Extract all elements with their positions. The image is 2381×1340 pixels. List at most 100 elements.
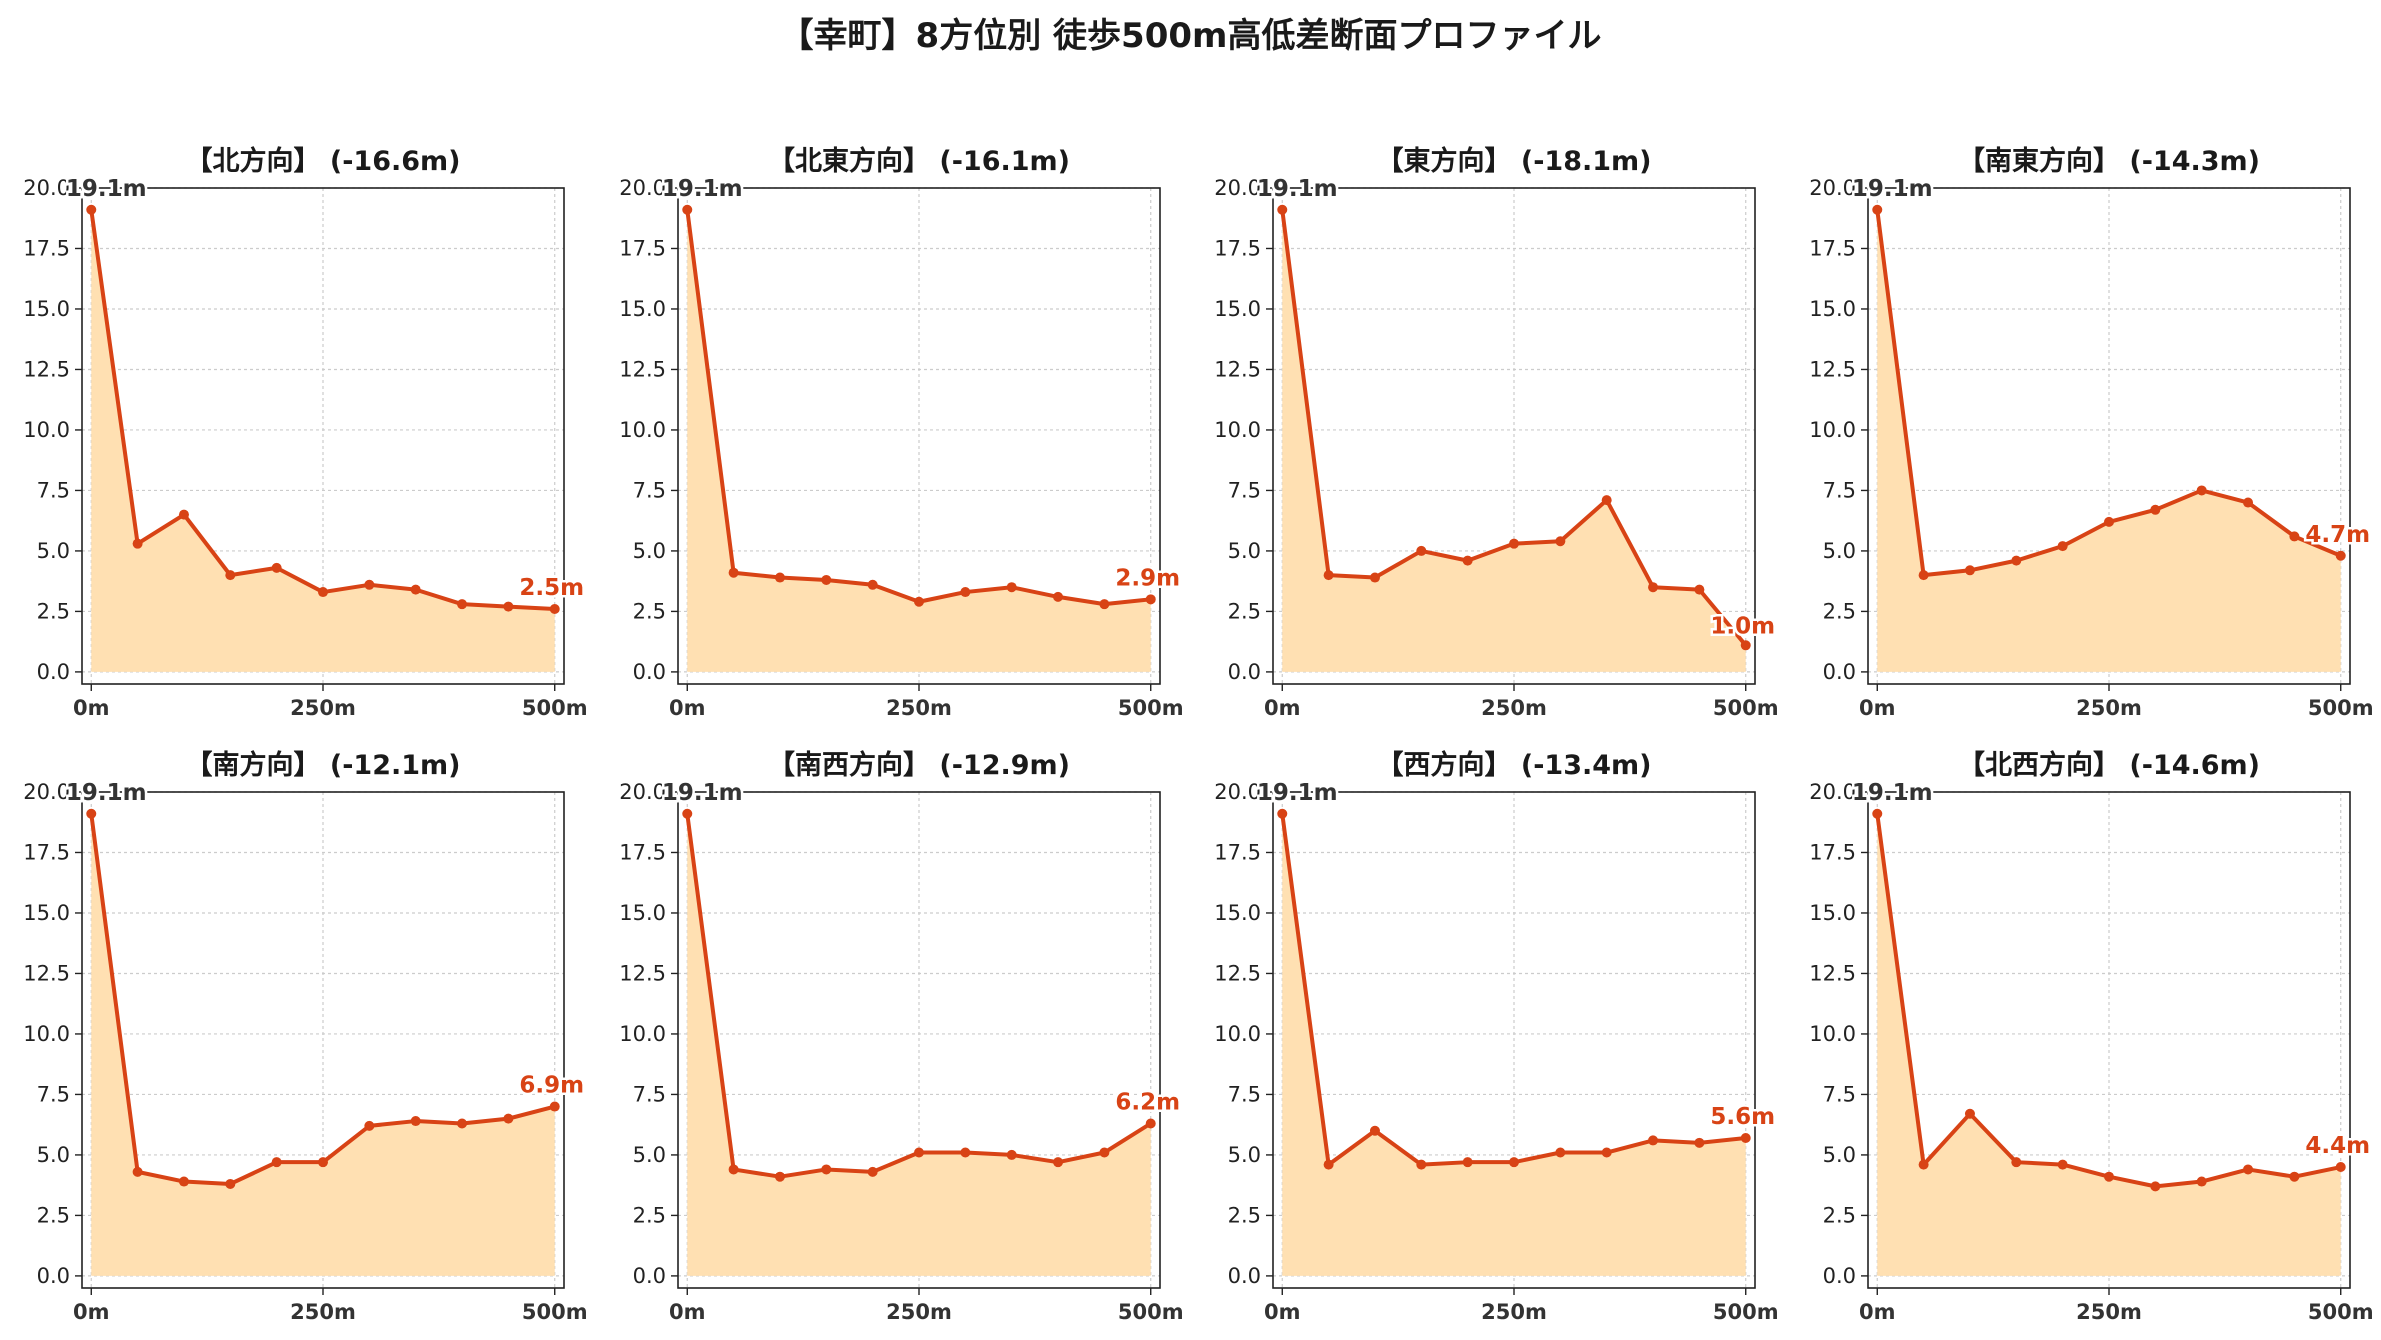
data-point: [2335, 1162, 2346, 1173]
y-tick-label: 7.5: [37, 478, 70, 502]
data-point: [728, 1164, 739, 1175]
subplot-title: 【南東方向】 (-14.3m): [1958, 145, 2260, 177]
subplot-title: 【東方向】 (-18.1m): [1376, 145, 1651, 177]
y-tick-label: 17.5: [23, 840, 70, 864]
y-tick-label: 10.0: [1809, 418, 1856, 442]
y-tick-label: 12.5: [1214, 357, 1261, 381]
data-point: [86, 204, 97, 215]
x-tick-label: 0m: [1264, 696, 1301, 720]
y-tick-label: 17.5: [1214, 236, 1261, 260]
data-point: [821, 574, 832, 585]
start-annotation: 19.1m: [1257, 780, 1338, 806]
data-point: [2011, 555, 2022, 566]
elevation-area: [687, 209, 1151, 672]
subplot-7: 【西方向】 (-13.4m) 0.0 2.5 5.0 7.5 10.0 12.5 15.0 17…: [1214, 749, 1778, 1324]
data-point: [1872, 808, 1883, 819]
end-annotation: 5.6m: [1710, 1104, 1775, 1130]
x-tick-label: 0m: [73, 696, 110, 720]
y-tick-label: 12.5: [1809, 357, 1856, 381]
data-point: [2196, 1176, 2207, 1187]
data-point: [1918, 1159, 1929, 1170]
y-tick-label: 15.0: [23, 297, 70, 321]
end-annotation: 1.0m: [1710, 613, 1775, 639]
start-annotation: 19.1m: [662, 176, 743, 202]
elevation-area: [91, 209, 555, 672]
data-point: [2289, 1171, 2300, 1182]
figure-title: 【幸町】8方位別 徒歩500m高低差断面プロファイル: [779, 16, 1602, 56]
data-point: [1964, 1108, 1975, 1119]
y-tick-label: 12.5: [23, 357, 70, 381]
data-point: [1277, 204, 1288, 215]
x-tick-label: 250m: [1481, 696, 1547, 720]
data-point: [1099, 599, 1110, 610]
x-tick-label: 250m: [290, 696, 356, 720]
y-tick-label: 20.0: [23, 780, 70, 804]
data-point: [225, 570, 236, 581]
end-annotation: 6.2m: [1115, 1089, 1180, 1115]
y-tick-label: 5.0: [1823, 1143, 1856, 1167]
data-point: [1145, 1118, 1156, 1129]
x-tick-label: 500m: [522, 1300, 588, 1324]
y-tick-label: 0.0: [1823, 1264, 1856, 1288]
y-tick-label: 5.0: [37, 1143, 70, 1167]
y-tick-label: 20.0: [23, 176, 70, 200]
y-tick-label: 10.0: [1214, 418, 1261, 442]
x-tick-label: 0m: [1859, 696, 1896, 720]
y-tick-label: 20.0: [1214, 780, 1261, 804]
y-tick-label: 7.5: [1823, 1082, 1856, 1106]
data-point: [1918, 570, 1929, 581]
data-point: [410, 584, 421, 595]
data-point: [2196, 485, 2207, 496]
x-tick-label: 250m: [2076, 1300, 2142, 1324]
end-annotation: 6.9m: [519, 1073, 584, 1099]
y-tick-label: 0.0: [1228, 1264, 1261, 1288]
y-tick-label: 7.5: [37, 1082, 70, 1106]
y-tick-label: 17.5: [1214, 840, 1261, 864]
data-point: [774, 1171, 785, 1182]
data-point: [1509, 1157, 1519, 1168]
x-tick-label: 0m: [669, 1300, 706, 1324]
data-point: [364, 1120, 375, 1131]
data-point: [867, 1166, 878, 1177]
data-point: [1323, 1159, 1334, 1170]
data-point: [1416, 1159, 1427, 1170]
data-point: [364, 579, 375, 590]
y-tick-label: 20.0: [1809, 780, 1856, 804]
data-point: [1601, 1147, 1612, 1158]
y-tick-label: 2.5: [1228, 1203, 1261, 1227]
data-point: [1462, 555, 1473, 566]
y-tick-label: 12.5: [23, 961, 70, 985]
subplot-title: 【北東方向】 (-16.1m): [768, 145, 1070, 177]
y-tick-label: 10.0: [1809, 1022, 1856, 1046]
y-tick-label: 2.5: [1228, 599, 1261, 623]
x-tick-label: 500m: [1713, 1300, 1779, 1324]
y-tick-label: 15.0: [619, 297, 666, 321]
data-point: [503, 1113, 514, 1124]
data-point: [1872, 204, 1883, 215]
start-annotation: 19.1m: [1257, 176, 1338, 202]
y-tick-label: 17.5: [619, 840, 666, 864]
data-point: [1740, 640, 1751, 651]
data-point: [457, 1118, 468, 1129]
y-tick-label: 10.0: [1214, 1022, 1261, 1046]
data-point: [549, 603, 560, 614]
data-point: [1416, 545, 1427, 556]
data-point: [1740, 1132, 1751, 1143]
subplot-4: 【南東方向】 (-14.3m) 0.0 2.5 5.0 7.5 10.0 12.5 15.0 1…: [1809, 145, 2373, 720]
data-point: [2335, 550, 2346, 561]
data-point: [2104, 516, 2114, 527]
x-tick-label: 0m: [1859, 1300, 1896, 1324]
data-point: [1964, 565, 1975, 576]
subplot-6: 【南西方向】 (-12.9m) 0.0 2.5 5.0 7.5 10.0 12.5 15.0 1…: [619, 749, 1183, 1324]
x-tick-label: 0m: [73, 1300, 110, 1324]
data-point: [1099, 1147, 1110, 1158]
data-point: [457, 599, 468, 610]
subplot-3: 【東方向】 (-18.1m) 0.0 2.5 5.0 7.5 10.0 12.5 15.0 17…: [1214, 145, 1778, 720]
data-point: [2289, 531, 2300, 542]
data-point: [682, 204, 693, 215]
data-point: [1369, 572, 1380, 583]
data-point: [1509, 538, 1519, 549]
y-tick-label: 0.0: [1823, 660, 1856, 684]
y-tick-label: 15.0: [23, 901, 70, 925]
